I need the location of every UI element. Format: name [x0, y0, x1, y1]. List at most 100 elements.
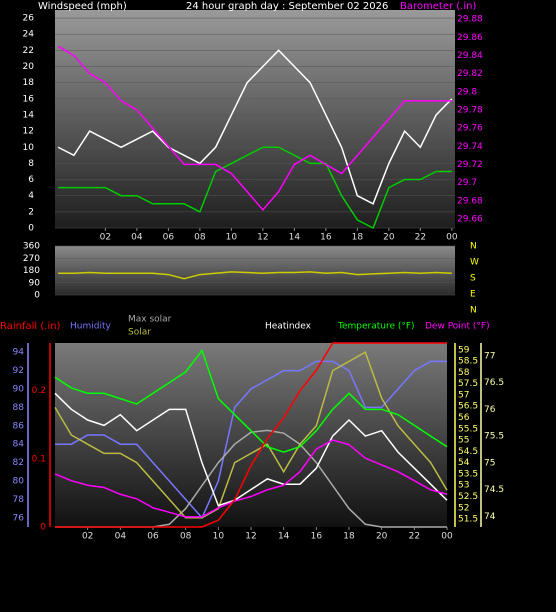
direction-label: S — [470, 274, 476, 284]
x-tick-label: 00 — [446, 233, 458, 243]
y-tick-label: 2 — [28, 207, 34, 217]
y-tick-label: 54 — [458, 458, 470, 468]
x-tick-label: 14 — [278, 532, 290, 542]
series-line — [55, 360, 447, 520]
x-tick-label: 02 — [82, 532, 93, 542]
series-line — [58, 146, 452, 230]
plot-area — [55, 343, 447, 527]
y-tick-label: 8 — [28, 159, 34, 169]
y-axis-label: Windspeed (mph) — [38, 1, 127, 12]
x-tick-label: 06 — [147, 532, 159, 542]
legend-label: Dew Point (°F) — [425, 322, 490, 332]
y-tick-label: 59 — [458, 345, 470, 355]
x-tick-label: 06 — [163, 233, 175, 243]
y-tick-label: 29.7 — [457, 178, 477, 188]
y-tick-label: 22 — [23, 46, 34, 56]
y-tick-label: 26 — [23, 14, 35, 24]
y-tick-label: 54.5 — [458, 447, 478, 457]
series-line — [55, 342, 447, 528]
y-tick-label: 78 — [13, 495, 25, 505]
y-tick-label: 29.66 — [457, 214, 483, 224]
y-tick-label: 18 — [23, 78, 35, 88]
y-tick-label: 29.84 — [457, 51, 483, 61]
x-tick-label: 12 — [257, 233, 268, 243]
y-tick-label: 29.74 — [457, 142, 483, 152]
y-tick-label: 84 — [13, 440, 25, 450]
x-tick-label: 10 — [226, 233, 238, 243]
y-tick-label: 57.5 — [458, 379, 478, 389]
y-tick-label: 29.88 — [457, 15, 483, 25]
chart-title: 24 hour graph day : September 02 2026 — [186, 1, 388, 12]
y-tick-label: 74 — [484, 512, 496, 522]
direction-label: N — [470, 306, 477, 316]
y-tick-label: 82 — [13, 458, 24, 468]
y-tick-label: 29.86 — [457, 33, 483, 43]
y-tick-label: 86 — [13, 421, 25, 431]
legend-label: Temperature (°F) — [337, 322, 415, 332]
y-tick-label: 0.1 — [32, 454, 46, 464]
legend-label: Humidity — [70, 322, 111, 332]
y-tick-label: 29.78 — [457, 105, 483, 115]
series-line — [54, 392, 448, 507]
y-tick-label: 77 — [484, 351, 495, 361]
y-tick-label: 76 — [13, 513, 25, 523]
y-tick-label: 0 — [40, 523, 46, 533]
y-tick-label: 29.76 — [457, 124, 483, 134]
y-tick-label: 29.68 — [457, 196, 483, 206]
series-line — [57, 45, 452, 211]
y-tick-label: 53.5 — [458, 469, 478, 479]
legend-label: Heatindex — [265, 322, 312, 332]
y-tick-label: 14 — [23, 110, 35, 120]
y-tick-label: 180 — [23, 266, 40, 276]
y-tick-label: 10 — [23, 143, 35, 153]
y-tick-label: 360 — [23, 242, 40, 252]
y-tick-label: 29.8 — [457, 87, 477, 97]
series-line — [57, 49, 453, 205]
direction-label: W — [470, 258, 479, 268]
y-tick-label: 90 — [13, 385, 25, 395]
y-tick-label: 0.2 — [32, 386, 46, 396]
y-tick-label: 20 — [23, 62, 35, 72]
y-tick-label: 55 — [458, 436, 469, 446]
y-tick-label: 88 — [13, 403, 25, 413]
y-tick-label: 80 — [13, 477, 25, 487]
y-tick-label: 16 — [23, 94, 35, 104]
y-tick-label: 52.5 — [458, 492, 478, 502]
x-tick-label: 08 — [180, 532, 192, 542]
y-tick-label: 52 — [458, 503, 469, 513]
plot-area — [55, 10, 455, 228]
y-tick-label: 0 — [28, 224, 34, 234]
x-tick-label: 18 — [352, 233, 364, 243]
x-tick-label: 20 — [376, 532, 388, 542]
y-tick-label: 29.72 — [457, 160, 483, 170]
x-tick-label: 04 — [115, 532, 127, 542]
series-line — [54, 351, 448, 519]
x-tick-label: 22 — [415, 233, 426, 243]
series-line — [54, 439, 448, 518]
y-tick-label: 76 — [484, 405, 496, 415]
y-tick-label: 94 — [13, 348, 25, 358]
y-tick-label: 58.5 — [458, 357, 478, 367]
y-tick-label: 29.82 — [457, 69, 483, 79]
legend-label: Solar — [128, 328, 151, 338]
series-line — [58, 271, 452, 280]
x-tick-label: 20 — [383, 233, 395, 243]
y-tick-label: 57 — [458, 390, 469, 400]
y-tick-label: 24 — [23, 30, 35, 40]
rain-axis-label: Rainfall (.in) — [0, 321, 61, 332]
direction-label: E — [470, 290, 476, 300]
x-tick-label: 08 — [194, 233, 206, 243]
x-tick-label: 10 — [213, 532, 225, 542]
x-tick-label: 16 — [320, 233, 332, 243]
series-line — [54, 348, 448, 453]
y-tick-label: 53 — [458, 481, 469, 491]
direction-label: N — [470, 242, 477, 252]
x-tick-label: 16 — [311, 532, 323, 542]
y-tick-label: 92 — [13, 366, 24, 376]
y-tick-label: 6 — [28, 175, 34, 185]
y-tick-label: 75 — [484, 458, 495, 468]
y-tick-label: 74.5 — [484, 485, 504, 495]
x-tick-label: 18 — [343, 532, 355, 542]
y-tick-label: 56 — [458, 413, 470, 423]
